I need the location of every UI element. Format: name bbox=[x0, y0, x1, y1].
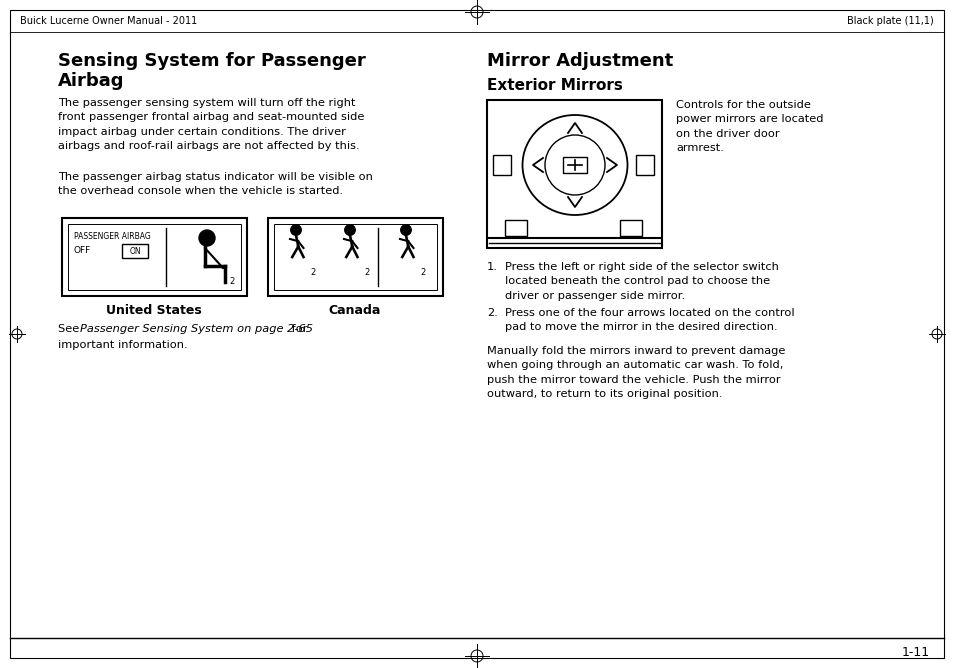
Bar bbox=[62, 218, 247, 296]
Circle shape bbox=[344, 224, 355, 235]
Text: Press one of the four arrows located on the control
pad to move the mirror in th: Press one of the four arrows located on … bbox=[504, 308, 794, 333]
Bar bbox=[486, 100, 661, 248]
Text: Canada: Canada bbox=[329, 304, 381, 317]
Text: Controls for the outside
power mirrors are located
on the driver door
armrest.: Controls for the outside power mirrors a… bbox=[676, 100, 822, 153]
Bar bbox=[562, 157, 586, 173]
Text: Buick Lucerne Owner Manual - 2011: Buick Lucerne Owner Manual - 2011 bbox=[20, 16, 197, 26]
Bar bbox=[68, 224, 241, 290]
Text: Manually fold the mirrors inward to prevent damage
when going through an automat: Manually fold the mirrors inward to prev… bbox=[486, 346, 784, 399]
Text: for: for bbox=[288, 324, 307, 334]
Bar bbox=[493, 155, 511, 175]
Text: 1-11: 1-11 bbox=[901, 645, 929, 659]
Text: Passenger Sensing System on page 2-65: Passenger Sensing System on page 2-65 bbox=[80, 324, 313, 334]
Text: important information.: important information. bbox=[58, 340, 188, 350]
Circle shape bbox=[291, 224, 301, 235]
Bar bbox=[268, 218, 442, 296]
Text: Sensing System for Passenger: Sensing System for Passenger bbox=[58, 52, 365, 70]
Bar bbox=[504, 220, 526, 236]
Bar bbox=[122, 244, 148, 258]
Bar bbox=[274, 224, 436, 290]
Text: United States: United States bbox=[106, 304, 202, 317]
Text: 1.: 1. bbox=[486, 262, 497, 272]
Text: 2: 2 bbox=[419, 268, 425, 277]
Bar bbox=[619, 220, 641, 236]
Text: OFF: OFF bbox=[74, 246, 91, 255]
Text: Mirror Adjustment: Mirror Adjustment bbox=[486, 52, 673, 70]
Text: 2.: 2. bbox=[486, 308, 497, 318]
Text: Press the left or right side of the selector switch
located beneath the control : Press the left or right side of the sele… bbox=[504, 262, 778, 301]
Text: See: See bbox=[58, 324, 83, 334]
Text: Airbag: Airbag bbox=[58, 72, 125, 90]
Circle shape bbox=[400, 224, 411, 235]
Text: 2: 2 bbox=[310, 268, 314, 277]
Text: PASSENGER AIRBAG: PASSENGER AIRBAG bbox=[74, 232, 151, 241]
Bar bbox=[636, 155, 654, 175]
Text: ON: ON bbox=[129, 246, 141, 255]
Circle shape bbox=[199, 230, 214, 246]
Text: The passenger sensing system will turn off the right
front passenger frontal air: The passenger sensing system will turn o… bbox=[58, 98, 364, 151]
Text: Exterior Mirrors: Exterior Mirrors bbox=[486, 78, 622, 93]
Text: The passenger airbag status indicator will be visible on
the overhead console wh: The passenger airbag status indicator wi… bbox=[58, 172, 373, 196]
Text: 2: 2 bbox=[364, 268, 369, 277]
Text: Black plate (11,1): Black plate (11,1) bbox=[846, 16, 933, 26]
Text: 2: 2 bbox=[229, 277, 234, 287]
